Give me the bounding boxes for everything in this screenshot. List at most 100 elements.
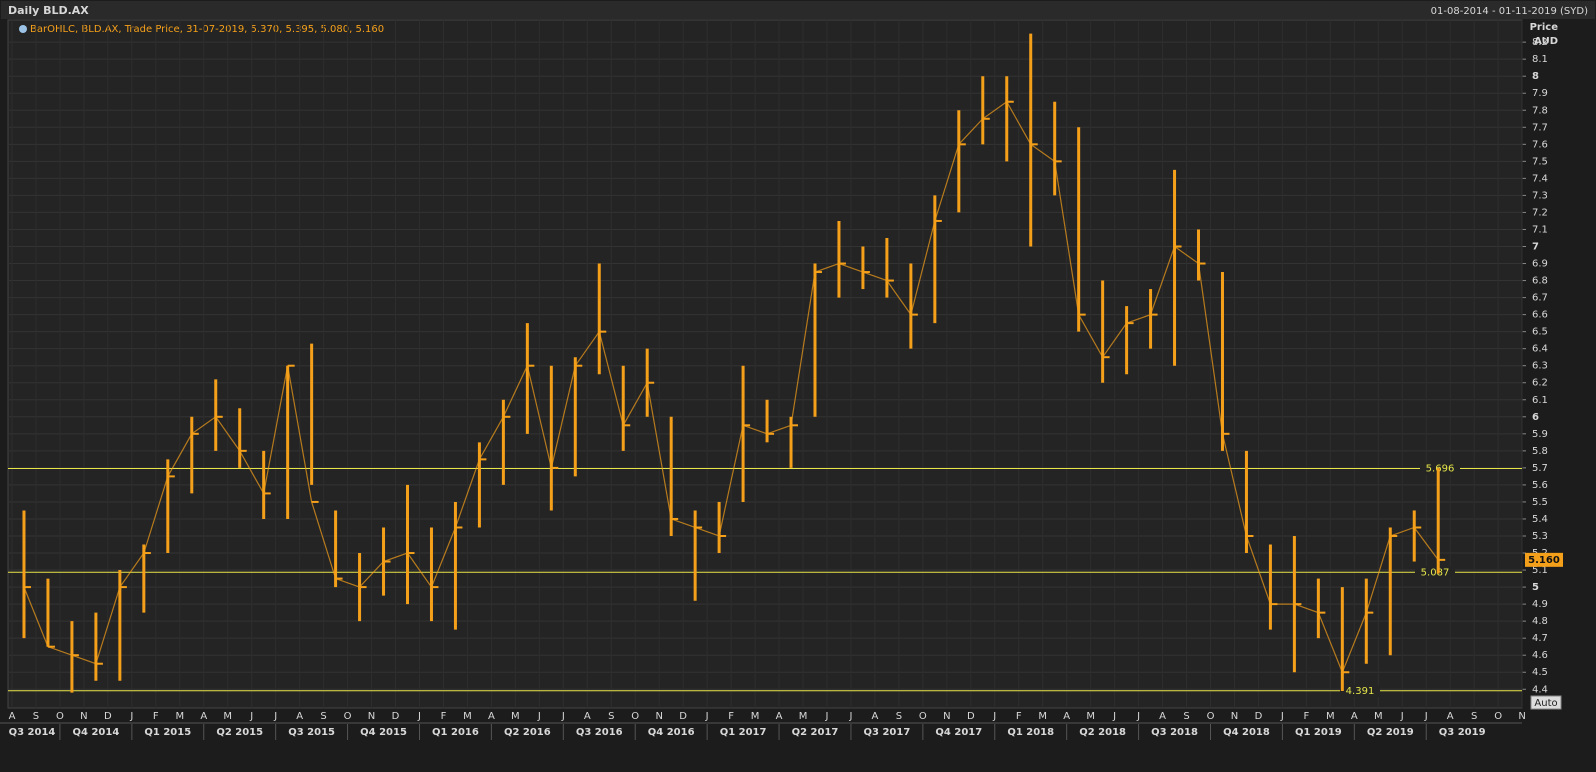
y-tick-label: 7.7 <box>1532 122 1548 133</box>
y-tick-label: 7.1 <box>1532 224 1548 235</box>
chart-title: Daily BLD.AX <box>8 4 89 17</box>
quarter-label: Q4 2016 <box>648 727 695 738</box>
x-tick-label: J <box>417 711 421 722</box>
x-tick-label: J <box>537 711 541 722</box>
x-tick-label: A <box>1351 711 1358 722</box>
y-tick-label: 7.6 <box>1532 139 1548 150</box>
x-tick-label: A <box>584 711 591 722</box>
y-tick-label: 8 <box>1532 71 1539 82</box>
x-tick-label: M <box>511 711 520 722</box>
quarter-label: Q1 2018 <box>1007 727 1054 738</box>
y-tick-label: 7.8 <box>1532 105 1548 116</box>
y-tick-label: 6.3 <box>1532 361 1548 372</box>
x-tick-label: O <box>56 711 64 722</box>
y-tick-label: 4.4 <box>1532 684 1548 695</box>
quarter-label: Q4 2017 <box>935 727 982 738</box>
quarter-label: Q3 2017 <box>864 727 911 738</box>
x-tick-label: J <box>1136 711 1140 722</box>
header-bar <box>1 1 1595 19</box>
x-tick-label: N <box>368 711 375 722</box>
x-tick-label: D <box>392 711 400 722</box>
quarter-label: Q1 2019 <box>1295 727 1342 738</box>
y-tick-label: 7.3 <box>1532 190 1548 201</box>
quarter-label: Q3 2016 <box>576 727 623 738</box>
y-tick-label: 4.6 <box>1532 650 1548 661</box>
y-tick-label: 5 <box>1532 582 1539 593</box>
y-tick-label: 8.2 <box>1532 37 1548 48</box>
y-tick-label: 5.4 <box>1532 514 1548 525</box>
y-tick-label: 4.8 <box>1532 616 1548 627</box>
close-line <box>23 100 1439 674</box>
y-tick-label: 7.5 <box>1532 156 1548 167</box>
y-tick-label: 6.5 <box>1532 327 1548 338</box>
x-tick-label: M <box>1038 711 1047 722</box>
x-tick-label: O <box>1207 711 1215 722</box>
x-tick-label: M <box>1086 711 1095 722</box>
x-tick-label: M <box>463 711 472 722</box>
y-tick-label: 5.9 <box>1532 429 1548 440</box>
auto-button-label[interactable]: Auto <box>1534 698 1557 709</box>
x-tick-label: N <box>655 711 662 722</box>
x-tick-label: F <box>153 711 159 722</box>
x-tick-label: D <box>679 711 687 722</box>
x-tick-label: M <box>1374 711 1383 722</box>
x-tick-label: S <box>608 711 614 722</box>
x-tick-label: A <box>1447 711 1454 722</box>
quarter-label: Q4 2014 <box>73 727 120 738</box>
quarter-label: Q1 2017 <box>720 727 767 738</box>
y-tick-label: 6.6 <box>1532 310 1548 321</box>
x-tick-label: S <box>1183 711 1189 722</box>
x-tick-label: A <box>871 711 878 722</box>
y-axis-unit: AUD <box>1534 36 1558 47</box>
x-tick-label: J <box>1112 711 1116 722</box>
quarter-label: Q4 2015 <box>360 727 407 738</box>
y-tick-label: 6.7 <box>1532 293 1548 304</box>
quarter-label: Q2 2016 <box>504 727 551 738</box>
x-tick-label: S <box>1471 711 1477 722</box>
auto-button[interactable] <box>1530 695 1562 710</box>
x-tick-label: J <box>561 711 565 722</box>
x-tick-label: M <box>1326 711 1335 722</box>
level-label-bg <box>1415 566 1455 579</box>
y-axis-label: Price <box>1530 22 1559 33</box>
x-tick-label: N <box>80 711 87 722</box>
x-tick-label: J <box>848 711 852 722</box>
y-tick-label: 6 <box>1532 412 1539 423</box>
x-tick-label: A <box>1063 711 1070 722</box>
y-tick-label: 4.5 <box>1532 667 1548 678</box>
quarter-label: Q2 2017 <box>792 727 839 738</box>
y-tick-label: 6.4 <box>1532 344 1548 355</box>
level-label: 5.087 <box>1421 567 1450 578</box>
x-tick-label: J <box>273 711 277 722</box>
x-tick-label: N <box>943 711 950 722</box>
y-tick-label: 8.1 <box>1532 54 1548 65</box>
level-label-bg <box>1420 462 1460 475</box>
y-tick-label: 5.3 <box>1532 531 1548 542</box>
x-tick-label: J <box>705 711 709 722</box>
x-tick-label: J <box>992 711 996 722</box>
x-tick-label: A <box>200 711 207 722</box>
x-tick-label: M <box>751 711 760 722</box>
y-tick-label: 7.2 <box>1532 207 1548 218</box>
x-tick-label: M <box>175 711 184 722</box>
quarter-label: Q3 2015 <box>288 727 335 738</box>
x-tick-label: O <box>919 711 927 722</box>
x-tick-label: S <box>320 711 326 722</box>
quarter-label: Q3 2019 <box>1439 727 1486 738</box>
level-label: 4.391 <box>1346 686 1375 697</box>
x-tick-label: M <box>223 711 232 722</box>
x-tick-label: D <box>967 711 975 722</box>
x-tick-label: J <box>1400 711 1404 722</box>
level-label-bg <box>1340 684 1380 697</box>
x-tick-label: S <box>33 711 39 722</box>
x-tick-label: O <box>1494 711 1502 722</box>
legend: BarOHLC, BLD.AX, Trade Price, 31-07-2019… <box>30 24 384 35</box>
y-tick-label: 5.8 <box>1532 446 1548 457</box>
x-tick-label: F <box>1303 711 1309 722</box>
y-tick-label: 6.2 <box>1532 378 1548 389</box>
y-tick-label: 4.7 <box>1532 633 1548 644</box>
y-tick-label: 5.7 <box>1532 463 1548 474</box>
x-tick-label: F <box>728 711 734 722</box>
